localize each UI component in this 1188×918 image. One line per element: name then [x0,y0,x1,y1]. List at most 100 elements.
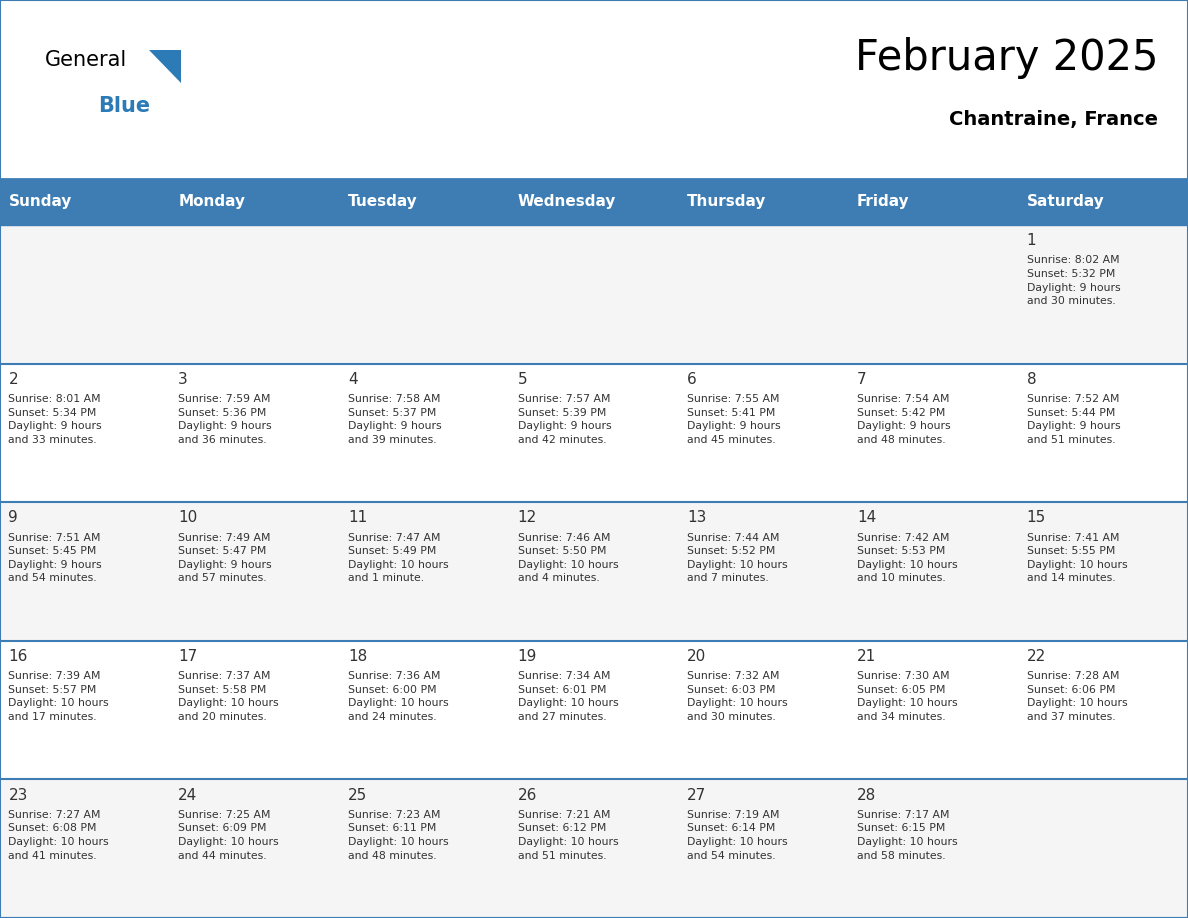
Polygon shape [148,50,181,83]
Text: 7: 7 [857,372,867,386]
Text: Sunday: Sunday [8,195,71,209]
Bar [170,502,340,641]
Text: Sunrise: 7:54 AM
Sunset: 5:42 PM
Daylight: 9 hours
and 48 minutes.: Sunrise: 7:54 AM Sunset: 5:42 PM Dayligh… [857,394,950,445]
Text: Sunrise: 7:41 AM
Sunset: 5:55 PM
Daylight: 10 hours
and 14 minutes.: Sunrise: 7:41 AM Sunset: 5:55 PM Dayligh… [1026,532,1127,584]
Text: Tuesday: Tuesday [348,195,418,209]
Bar [510,179,678,225]
Bar [0,179,170,225]
Text: 20: 20 [688,649,707,664]
Text: 16: 16 [8,649,27,664]
Text: 12: 12 [518,510,537,525]
Text: Sunrise: 7:21 AM
Sunset: 6:12 PM
Daylight: 10 hours
and 51 minutes.: Sunrise: 7:21 AM Sunset: 6:12 PM Dayligh… [518,810,618,861]
Bar [510,364,678,502]
Text: 4: 4 [348,372,358,386]
Text: 17: 17 [178,649,197,664]
Text: Sunrise: 7:28 AM
Sunset: 6:06 PM
Daylight: 10 hours
and 37 minutes.: Sunrise: 7:28 AM Sunset: 6:06 PM Dayligh… [1026,671,1127,722]
Bar [0,502,170,641]
Bar [848,779,1018,918]
Text: Sunrise: 7:32 AM
Sunset: 6:03 PM
Daylight: 10 hours
and 30 minutes.: Sunrise: 7:32 AM Sunset: 6:03 PM Dayligh… [688,671,788,722]
Text: 5: 5 [518,372,527,386]
Bar [848,225,1018,364]
Bar [170,225,340,364]
Text: 25: 25 [348,788,367,802]
Bar [678,364,848,502]
Bar [1018,364,1188,502]
Bar [0,364,170,502]
Text: Sunrise: 7:42 AM
Sunset: 5:53 PM
Daylight: 10 hours
and 10 minutes.: Sunrise: 7:42 AM Sunset: 5:53 PM Dayligh… [857,532,958,584]
Bar [340,641,510,779]
Bar [170,364,340,502]
Text: Sunrise: 7:37 AM
Sunset: 5:58 PM
Daylight: 10 hours
and 20 minutes.: Sunrise: 7:37 AM Sunset: 5:58 PM Dayligh… [178,671,279,722]
Text: Thursday: Thursday [688,195,766,209]
Text: Sunrise: 7:39 AM
Sunset: 5:57 PM
Daylight: 10 hours
and 17 minutes.: Sunrise: 7:39 AM Sunset: 5:57 PM Dayligh… [8,671,109,722]
Text: Chantraine, France: Chantraine, France [949,110,1158,129]
Text: 21: 21 [857,649,877,664]
Bar [170,641,340,779]
Text: 14: 14 [857,510,877,525]
Text: Sunrise: 8:01 AM
Sunset: 5:34 PM
Daylight: 9 hours
and 33 minutes.: Sunrise: 8:01 AM Sunset: 5:34 PM Dayligh… [8,394,102,445]
Bar [340,779,510,918]
Text: Sunrise: 7:19 AM
Sunset: 6:14 PM
Daylight: 10 hours
and 54 minutes.: Sunrise: 7:19 AM Sunset: 6:14 PM Dayligh… [688,810,788,861]
Text: 1: 1 [1026,233,1036,248]
Text: 18: 18 [348,649,367,664]
Bar [0,641,170,779]
Text: 3: 3 [178,372,188,386]
Text: 13: 13 [688,510,707,525]
Text: Sunrise: 7:58 AM
Sunset: 5:37 PM
Daylight: 9 hours
and 39 minutes.: Sunrise: 7:58 AM Sunset: 5:37 PM Dayligh… [348,394,442,445]
Bar [340,364,510,502]
Text: 8: 8 [1026,372,1036,386]
Bar [340,179,510,225]
Bar [1018,225,1188,364]
Text: 22: 22 [1026,649,1045,664]
Text: General: General [45,50,127,71]
Text: Sunrise: 7:52 AM
Sunset: 5:44 PM
Daylight: 9 hours
and 51 minutes.: Sunrise: 7:52 AM Sunset: 5:44 PM Dayligh… [1026,394,1120,445]
Text: Sunrise: 7:49 AM
Sunset: 5:47 PM
Daylight: 9 hours
and 57 minutes.: Sunrise: 7:49 AM Sunset: 5:47 PM Dayligh… [178,532,272,584]
Text: Sunrise: 7:34 AM
Sunset: 6:01 PM
Daylight: 10 hours
and 27 minutes.: Sunrise: 7:34 AM Sunset: 6:01 PM Dayligh… [518,671,618,722]
Text: 27: 27 [688,788,707,802]
Bar [848,502,1018,641]
Text: 10: 10 [178,510,197,525]
Bar [678,641,848,779]
Bar [510,779,678,918]
Text: Monday: Monday [178,195,245,209]
Bar [1018,502,1188,641]
Text: Sunrise: 7:59 AM
Sunset: 5:36 PM
Daylight: 9 hours
and 36 minutes.: Sunrise: 7:59 AM Sunset: 5:36 PM Dayligh… [178,394,272,445]
Text: 24: 24 [178,788,197,802]
Bar [678,179,848,225]
Text: Blue: Blue [99,96,151,117]
Bar [510,502,678,641]
Bar [848,641,1018,779]
Text: February 2025: February 2025 [855,37,1158,79]
Bar [1018,779,1188,918]
Bar [678,779,848,918]
Text: Sunrise: 7:17 AM
Sunset: 6:15 PM
Daylight: 10 hours
and 58 minutes.: Sunrise: 7:17 AM Sunset: 6:15 PM Dayligh… [857,810,958,861]
Bar [678,502,848,641]
Text: Sunrise: 7:55 AM
Sunset: 5:41 PM
Daylight: 9 hours
and 45 minutes.: Sunrise: 7:55 AM Sunset: 5:41 PM Dayligh… [688,394,781,445]
Bar [340,502,510,641]
Bar [170,779,340,918]
Bar [848,364,1018,502]
Bar [848,179,1018,225]
Text: 9: 9 [8,510,18,525]
Text: Sunrise: 8:02 AM
Sunset: 5:32 PM
Daylight: 9 hours
and 30 minutes.: Sunrise: 8:02 AM Sunset: 5:32 PM Dayligh… [1026,255,1120,307]
Text: Saturday: Saturday [1026,195,1105,209]
Text: Sunrise: 7:23 AM
Sunset: 6:11 PM
Daylight: 10 hours
and 48 minutes.: Sunrise: 7:23 AM Sunset: 6:11 PM Dayligh… [348,810,449,861]
Text: Sunrise: 7:30 AM
Sunset: 6:05 PM
Daylight: 10 hours
and 34 minutes.: Sunrise: 7:30 AM Sunset: 6:05 PM Dayligh… [857,671,958,722]
Bar [170,179,340,225]
Text: Sunrise: 7:25 AM
Sunset: 6:09 PM
Daylight: 10 hours
and 44 minutes.: Sunrise: 7:25 AM Sunset: 6:09 PM Dayligh… [178,810,279,861]
Text: 6: 6 [688,372,697,386]
Text: Sunrise: 7:46 AM
Sunset: 5:50 PM
Daylight: 10 hours
and 4 minutes.: Sunrise: 7:46 AM Sunset: 5:50 PM Dayligh… [518,532,618,584]
Text: 19: 19 [518,649,537,664]
Text: Wednesday: Wednesday [518,195,617,209]
Text: 23: 23 [8,788,27,802]
Bar [340,225,510,364]
Text: 2: 2 [8,372,18,386]
Bar [1018,179,1188,225]
Text: 26: 26 [518,788,537,802]
Text: 28: 28 [857,788,877,802]
Bar [510,225,678,364]
Text: Friday: Friday [857,195,910,209]
Bar [1018,641,1188,779]
Text: Sunrise: 7:51 AM
Sunset: 5:45 PM
Daylight: 9 hours
and 54 minutes.: Sunrise: 7:51 AM Sunset: 5:45 PM Dayligh… [8,532,102,584]
Text: Sunrise: 7:47 AM
Sunset: 5:49 PM
Daylight: 10 hours
and 1 minute.: Sunrise: 7:47 AM Sunset: 5:49 PM Dayligh… [348,532,449,584]
